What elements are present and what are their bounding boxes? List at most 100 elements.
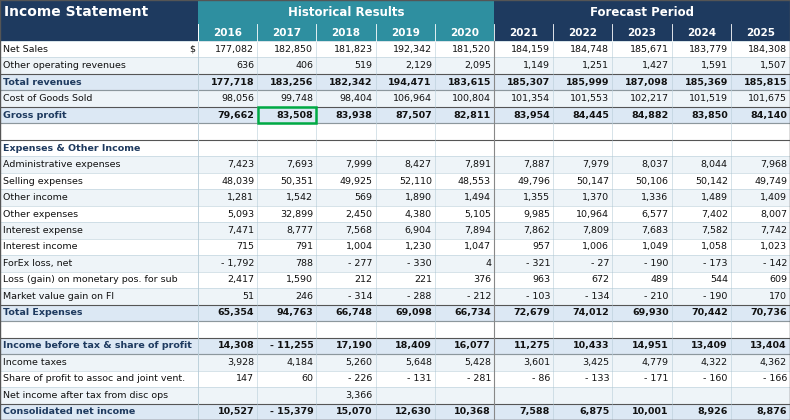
Bar (0, 206, 790, 222)
Text: 184,308: 184,308 (748, 45, 787, 54)
Text: 3,928: 3,928 (227, 358, 254, 367)
Text: 10,368: 10,368 (454, 407, 491, 416)
Text: 2023: 2023 (627, 27, 656, 37)
Text: 7,809: 7,809 (582, 226, 609, 235)
Text: 183,615: 183,615 (448, 78, 491, 87)
Text: 2020: 2020 (450, 27, 479, 37)
Text: 957: 957 (532, 242, 550, 252)
Text: 99,748: 99,748 (280, 94, 314, 103)
Text: Income before tax & share of profit: Income before tax & share of profit (3, 341, 192, 350)
Bar (0, 140, 790, 156)
Text: 10,527: 10,527 (217, 407, 254, 416)
Text: 2019: 2019 (391, 27, 419, 37)
Text: 4: 4 (485, 259, 491, 268)
Text: 49,796: 49,796 (517, 176, 550, 186)
Text: 5,105: 5,105 (464, 210, 491, 218)
Text: Net income after tax from disc ops: Net income after tax from disc ops (3, 391, 168, 400)
Text: 15,070: 15,070 (336, 407, 373, 416)
Text: 52,110: 52,110 (399, 176, 432, 186)
Text: 101,675: 101,675 (748, 94, 787, 103)
Text: 544: 544 (709, 276, 728, 284)
Text: 185,307: 185,307 (507, 78, 550, 87)
Text: 4,184: 4,184 (287, 358, 314, 367)
Text: 1,336: 1,336 (641, 193, 668, 202)
Text: 7,683: 7,683 (641, 226, 668, 235)
Text: 79,662: 79,662 (217, 110, 254, 120)
Text: $: $ (189, 45, 195, 54)
Text: 3,601: 3,601 (523, 358, 550, 367)
Bar (0, 41, 790, 58)
Text: 406: 406 (295, 61, 314, 70)
Bar (494, 0, 790, 24)
Text: - 281: - 281 (467, 374, 491, 383)
Text: 1,590: 1,590 (287, 276, 314, 284)
Bar (0, 338, 790, 354)
Text: 1,494: 1,494 (464, 193, 491, 202)
Text: 4,362: 4,362 (760, 358, 787, 367)
Text: 489: 489 (651, 276, 668, 284)
Bar (0, 370, 790, 387)
Text: Gross profit: Gross profit (3, 110, 66, 120)
Text: 7,402: 7,402 (701, 210, 728, 218)
Bar (0, 288, 790, 304)
Bar (0, 123, 790, 140)
Text: 7,887: 7,887 (523, 160, 550, 169)
Text: 1,542: 1,542 (287, 193, 314, 202)
Bar (0, 255, 790, 272)
Text: Interest expense: Interest expense (3, 226, 83, 235)
Text: 183,256: 183,256 (270, 78, 314, 87)
Text: 194,471: 194,471 (389, 78, 432, 87)
Text: 2,095: 2,095 (464, 61, 491, 70)
Text: 10,001: 10,001 (632, 407, 668, 416)
Text: 7,582: 7,582 (701, 226, 728, 235)
Text: 18,409: 18,409 (395, 341, 432, 350)
Text: 7,568: 7,568 (345, 226, 373, 235)
Text: 185,999: 185,999 (566, 78, 609, 87)
Text: 192,342: 192,342 (393, 45, 432, 54)
Text: Administrative expenses: Administrative expenses (3, 160, 121, 169)
Text: Cost of Goods Sold: Cost of Goods Sold (3, 94, 92, 103)
Text: 7,471: 7,471 (228, 226, 254, 235)
Text: 8,926: 8,926 (698, 407, 728, 416)
Text: 100,804: 100,804 (452, 94, 491, 103)
Text: 187,098: 187,098 (625, 78, 668, 87)
Text: 376: 376 (473, 276, 491, 284)
Bar (0, 156, 790, 173)
Bar (494, 24, 553, 41)
Bar (0, 74, 790, 90)
Text: 7,979: 7,979 (582, 160, 609, 169)
Text: - 27: - 27 (591, 259, 609, 268)
Text: 65,354: 65,354 (218, 308, 254, 318)
Text: 3,366: 3,366 (345, 391, 373, 400)
Text: 101,519: 101,519 (689, 94, 728, 103)
Bar (0, 222, 790, 239)
Text: 2021: 2021 (509, 27, 538, 37)
Text: 715: 715 (236, 242, 254, 252)
Bar (0, 24, 198, 41)
Text: Interest income: Interest income (3, 242, 77, 252)
Text: - 134: - 134 (585, 292, 609, 301)
Text: 69,930: 69,930 (632, 308, 668, 318)
Text: 7,588: 7,588 (520, 407, 550, 416)
Text: 185,369: 185,369 (684, 78, 728, 87)
Text: 1,507: 1,507 (760, 61, 787, 70)
Bar (0, 272, 790, 288)
Text: 181,520: 181,520 (452, 45, 491, 54)
Text: 5,648: 5,648 (404, 358, 432, 367)
Text: Other expenses: Other expenses (3, 210, 78, 218)
Text: 7,999: 7,999 (345, 160, 373, 169)
Text: 4,779: 4,779 (641, 358, 668, 367)
Text: 185,815: 185,815 (743, 78, 787, 87)
Text: 5,428: 5,428 (464, 358, 491, 367)
Text: 2016: 2016 (213, 27, 242, 37)
Text: 6,577: 6,577 (641, 210, 668, 218)
Bar (553, 24, 612, 41)
Text: 963: 963 (532, 276, 550, 284)
Text: 609: 609 (769, 276, 787, 284)
Text: 7,693: 7,693 (286, 160, 314, 169)
Text: 98,056: 98,056 (221, 94, 254, 103)
Text: 13,409: 13,409 (691, 341, 728, 350)
Text: 84,882: 84,882 (631, 110, 668, 120)
Text: 32,899: 32,899 (280, 210, 314, 218)
Text: 70,442: 70,442 (691, 308, 728, 318)
